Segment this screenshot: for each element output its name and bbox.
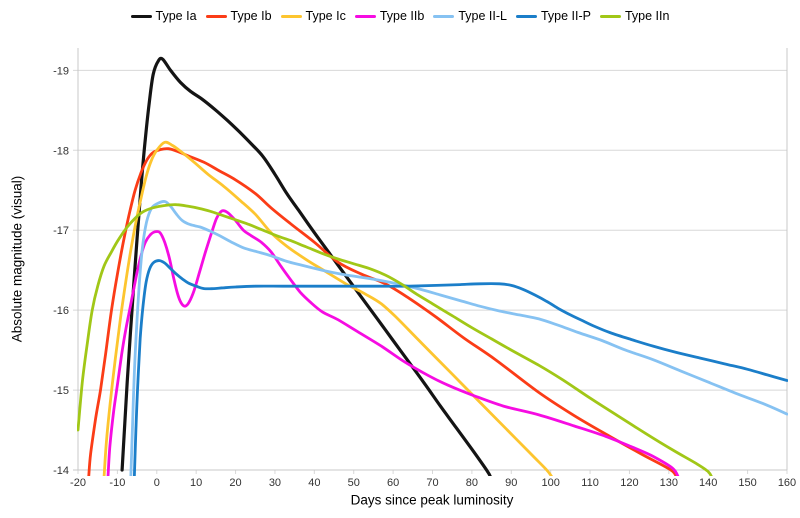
legend-item-type-iib: Type IIb: [354, 9, 425, 23]
x-tick-label: 70: [426, 477, 438, 489]
x-tick-label: 20: [229, 477, 241, 489]
legend-line-swatch: [599, 14, 621, 18]
x-tick-label: 120: [620, 477, 638, 489]
series-line-type-iin: [77, 203, 713, 476]
legend-label: Type IIn: [624, 9, 670, 23]
x-tick-label: 40: [308, 477, 320, 489]
legend-item-type-ii-p: Type II-P: [515, 9, 591, 23]
x-tick-label: -10: [109, 477, 125, 489]
y-tick-label: -16: [53, 305, 69, 317]
x-tick-label: 80: [466, 477, 478, 489]
chart-legend: Type Ia Type Ib Type Ic Type IIb Type II-L Ty…: [0, 6, 800, 26]
legend-line-swatch: [515, 14, 537, 18]
x-tick-label: -20: [70, 477, 86, 489]
series-line-type-ii-l: [129, 200, 788, 476]
legend-label: Type II-L: [458, 9, 507, 23]
x-tick-label: 10: [190, 477, 202, 489]
legend-label: Type IIb: [379, 9, 425, 23]
legend-item-type-ib: Type Ib: [205, 9, 272, 23]
x-tick-label: 150: [738, 477, 756, 489]
legend-line-swatch: [433, 14, 455, 18]
x-tick-label: 130: [660, 477, 678, 489]
legend-item-type-ic: Type Ic: [280, 9, 346, 23]
y-axis-title: Absolute magnitude (visual): [9, 175, 25, 343]
y-tick-label: -14: [53, 465, 69, 477]
series-line-type-ib: [87, 147, 678, 476]
x-tick-label: 50: [348, 477, 360, 489]
legend-label: Type Ib: [230, 9, 272, 23]
y-tick-label: -18: [53, 145, 69, 157]
x-tick-label: 60: [387, 477, 399, 489]
legend-label: Type Ia: [155, 9, 197, 23]
series-line-type-ia: [120, 56, 492, 476]
x-tick-label: 140: [699, 477, 717, 489]
legend-item-type-ia: Type Ia: [130, 9, 197, 23]
series-line-type-ii-p: [132, 259, 788, 476]
x-tick-label: 160: [778, 477, 796, 489]
legend-item-type-ii-l: Type II-L: [433, 9, 507, 23]
x-axis-title: Days since peak luminosity: [350, 492, 514, 508]
y-tick-label: -15: [53, 385, 69, 397]
legend-item-type-iin: Type IIn: [599, 9, 670, 23]
x-tick-label: 30: [269, 477, 281, 489]
x-tick-label: 90: [505, 477, 517, 489]
x-tick-label: 110: [581, 477, 599, 489]
legend-line-swatch: [130, 14, 152, 18]
legend-label: Type II-P: [540, 9, 591, 23]
x-tick-label: 0: [154, 477, 160, 489]
series-line-type-iib: [106, 209, 680, 476]
legend-label: Type Ic: [305, 9, 346, 23]
y-tick-label: -19: [53, 65, 69, 77]
legend-line-swatch: [280, 14, 302, 18]
series-line-type-ic: [102, 140, 553, 476]
x-tick-label: 100: [541, 477, 559, 489]
legend-line-swatch: [354, 14, 376, 18]
y-tick-label: -17: [53, 225, 69, 237]
legend-line-swatch: [205, 14, 227, 18]
